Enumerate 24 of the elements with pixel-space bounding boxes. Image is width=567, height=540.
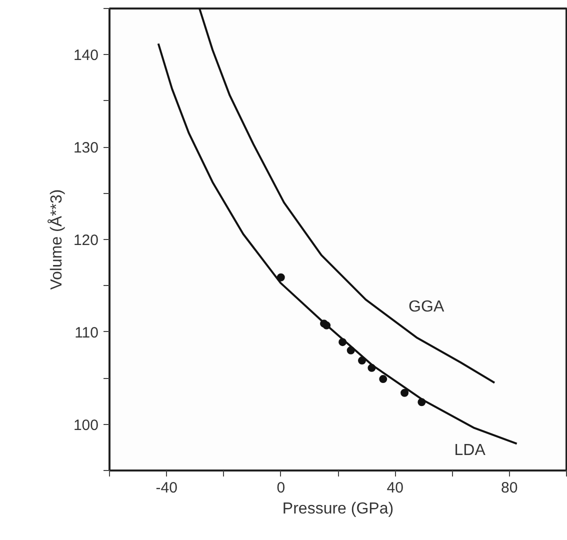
point [368,364,376,372]
point [276,273,285,282]
point [400,388,409,397]
y-tick-label: 140 [73,47,99,64]
x-tick-label: 80 [501,480,518,496]
x-axis-title: Pressure (GPa) [282,500,394,518]
y-tick-label: 100 [73,416,99,434]
line-series [157,42,518,445]
series-label: LDA [454,442,486,459]
y-tick-label: 120 [73,232,99,249]
point [358,356,366,365]
y-tick-label: 110 [74,324,99,342]
point [322,321,331,330]
series-label: GGA [408,298,444,316]
x-tick-label: 0 [276,480,286,496]
line-series [198,8,496,384]
point [346,346,355,354]
x-tick-label: 40 [386,480,404,496]
y-axis-title: Volume (Å**3) [47,189,66,290]
point [338,338,347,346]
point [418,398,426,406]
y-tick-label: 130 [73,140,99,157]
point [379,375,388,384]
x-tick-label: -40 [156,480,178,496]
